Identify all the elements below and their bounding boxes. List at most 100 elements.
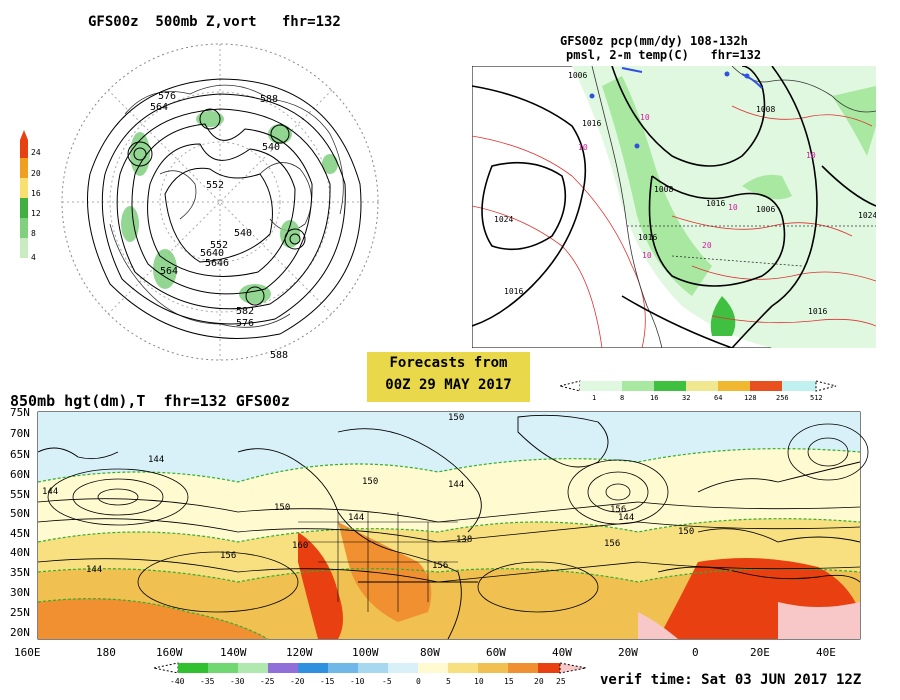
us-colorbar-arrow-right bbox=[815, 380, 837, 392]
lon-label: 40E bbox=[816, 646, 836, 659]
us-isobar-label: 1008 bbox=[756, 105, 775, 114]
us-colorbar-swatch bbox=[750, 381, 782, 391]
lon-label: 160E bbox=[14, 646, 41, 659]
polar-label: 582 bbox=[236, 306, 254, 317]
temp-colorbar-tick: 10 bbox=[474, 677, 484, 686]
polar-colorbar-tick: 12 bbox=[31, 209, 41, 218]
temp-colorbar-tick: -35 bbox=[200, 677, 215, 686]
us-colorbar-arrow-left bbox=[560, 380, 581, 392]
us-blue-front bbox=[621, 67, 763, 89]
polar-label: 576 bbox=[236, 318, 254, 329]
us-temp-label: 10 bbox=[640, 113, 650, 122]
map-850-height-labels: 144 144 150 150 144 156 150 144 156 160 … bbox=[42, 413, 694, 575]
polar-colorbar-tick: 8 bbox=[31, 229, 36, 238]
polar-colorbar-tick: 20 bbox=[31, 169, 41, 178]
lat-label: 65N bbox=[10, 448, 30, 461]
us-isobars bbox=[472, 66, 876, 348]
lat-label: 55N bbox=[10, 488, 30, 501]
temp-colorbar-tick: 5 bbox=[446, 677, 451, 686]
temp-colorbar-tick: -25 bbox=[260, 677, 275, 686]
map-850-isotherms bbox=[37, 448, 861, 640]
map-850mb: 144 144 150 150 144 156 150 144 156 160 … bbox=[10, 406, 869, 659]
polar-contour-labels: 576 564 588 540 552 540 552 564 576 582 … bbox=[150, 91, 288, 361]
polar-label: 5646 bbox=[205, 258, 229, 269]
lat-label: 20N bbox=[10, 626, 30, 639]
temp-colorbar-tick: -20 bbox=[290, 677, 305, 686]
height-label: 156 bbox=[220, 551, 236, 561]
polar-label: 588 bbox=[270, 350, 288, 361]
us-colorbar-tick: 8 bbox=[620, 394, 624, 402]
lat-label: 40N bbox=[10, 546, 30, 559]
us-colorbar-tick: 1 bbox=[592, 394, 596, 402]
height-label: 150 bbox=[678, 527, 694, 537]
verification-time: verif time: Sat 03 JUN 2017 12Z bbox=[600, 672, 862, 688]
temp-colorbar-tick: -40 bbox=[170, 677, 185, 686]
temp-colorbar-tick: -15 bbox=[320, 677, 335, 686]
us-isobar-label: 1016 bbox=[638, 233, 657, 242]
height-label: 150 bbox=[362, 477, 378, 487]
height-label: 144 bbox=[42, 487, 58, 497]
lon-label: 160W bbox=[156, 646, 183, 659]
us-isobar-label: 1016 bbox=[706, 199, 725, 208]
panel-850-title: 850mb hgt(dm),T fhr=132 GFS00z bbox=[10, 392, 290, 410]
height-label: 156 bbox=[604, 539, 620, 549]
lon-label: 100W bbox=[352, 646, 379, 659]
us-temp-labels: 10 10 10 10 10 20 bbox=[578, 113, 816, 260]
us-colorbar-tick: 128 bbox=[744, 394, 757, 402]
us-isobar-label: 1008 bbox=[654, 185, 673, 194]
us-colorbar-swatch bbox=[782, 381, 816, 391]
height-label: 138 bbox=[456, 535, 472, 545]
lon-label: 180 bbox=[96, 646, 116, 659]
polar-colorbar-swatch bbox=[20, 178, 28, 198]
us-colorbar-tick: 16 bbox=[650, 394, 658, 402]
polar-colorbar-swatch bbox=[20, 158, 28, 178]
us-colorbar-swatch bbox=[654, 381, 686, 391]
lon-label: 20E bbox=[750, 646, 770, 659]
us-temp-label: 20 bbox=[702, 241, 712, 250]
forecast-init-box: Forecasts from 00Z 29 MAY 2017 bbox=[367, 352, 530, 402]
map-850-temperature-shading bbox=[38, 412, 860, 639]
temp-colorbar-arrow-left bbox=[153, 662, 179, 674]
lon-label: 20W bbox=[618, 646, 638, 659]
polar-height-contours bbox=[87, 78, 362, 339]
lat-label: 75N bbox=[10, 406, 30, 419]
lat-label: 70N bbox=[10, 427, 30, 440]
polar-vorticity-colorbar: 24 20 16 12 8 4 bbox=[20, 130, 41, 262]
us-temp-label: 10 bbox=[728, 203, 738, 212]
polar-colorbar-swatch bbox=[20, 238, 28, 258]
lat-label: 25N bbox=[10, 606, 30, 619]
us-colorbar-tick: 64 bbox=[714, 394, 722, 402]
temp-colorbar-tick: 20 bbox=[534, 677, 544, 686]
map-850-lat-labels: 75N 70N 65N 60N 55N 50N 45N 40N 35N 30N … bbox=[10, 406, 30, 639]
us-isobar-label: 1024 bbox=[494, 215, 513, 224]
lat-label: 45N bbox=[10, 527, 30, 540]
map-850-lon-labels: 160E 180 160W 140W 120W 100W 80W 60W 40W… bbox=[14, 646, 836, 659]
lat-label: 50N bbox=[10, 507, 30, 520]
us-isobar-labels: 1006 1016 1008 1024 1016 1008 1016 1024 … bbox=[494, 71, 876, 316]
polar-label: 540 bbox=[234, 228, 252, 239]
height-label: 144 bbox=[448, 480, 464, 490]
lat-label: 30N bbox=[10, 586, 30, 599]
us-panel-title-line2: pmsl, 2-m temp(C) fhr=132 bbox=[566, 48, 762, 62]
lon-label: 140W bbox=[220, 646, 247, 659]
lat-label: 35N bbox=[10, 566, 30, 579]
polar-colorbar-tick: 16 bbox=[31, 189, 41, 198]
map-850-height-contours bbox=[37, 423, 869, 613]
us-precip-colorbar: 1 8 16 32 64 128 256 512 bbox=[560, 380, 837, 402]
lon-label: 80W bbox=[420, 646, 440, 659]
polar-colorbar-tick: 24 bbox=[31, 148, 41, 157]
polar-label: 588 bbox=[260, 94, 278, 105]
us-colorbar-tick: 512 bbox=[810, 394, 823, 402]
temp-colorbar-swatches bbox=[178, 663, 560, 673]
height-label: 144 bbox=[348, 513, 364, 523]
polar-colorbar-swatch bbox=[20, 218, 28, 238]
map-850-coastlines bbox=[37, 414, 861, 640]
us-precip-pmsl-map: 1006 1016 1008 1024 1016 1008 1016 1024 … bbox=[472, 66, 876, 348]
height-label: 156 bbox=[432, 561, 448, 571]
temp-colorbar-tick: 15 bbox=[504, 677, 514, 686]
us-temp-label: 10 bbox=[578, 143, 588, 152]
polar-label: 540 bbox=[262, 142, 280, 153]
temp-colorbar-tick: 0 bbox=[416, 677, 421, 686]
height-label: 150 bbox=[448, 413, 464, 423]
lon-label: 60W bbox=[486, 646, 506, 659]
